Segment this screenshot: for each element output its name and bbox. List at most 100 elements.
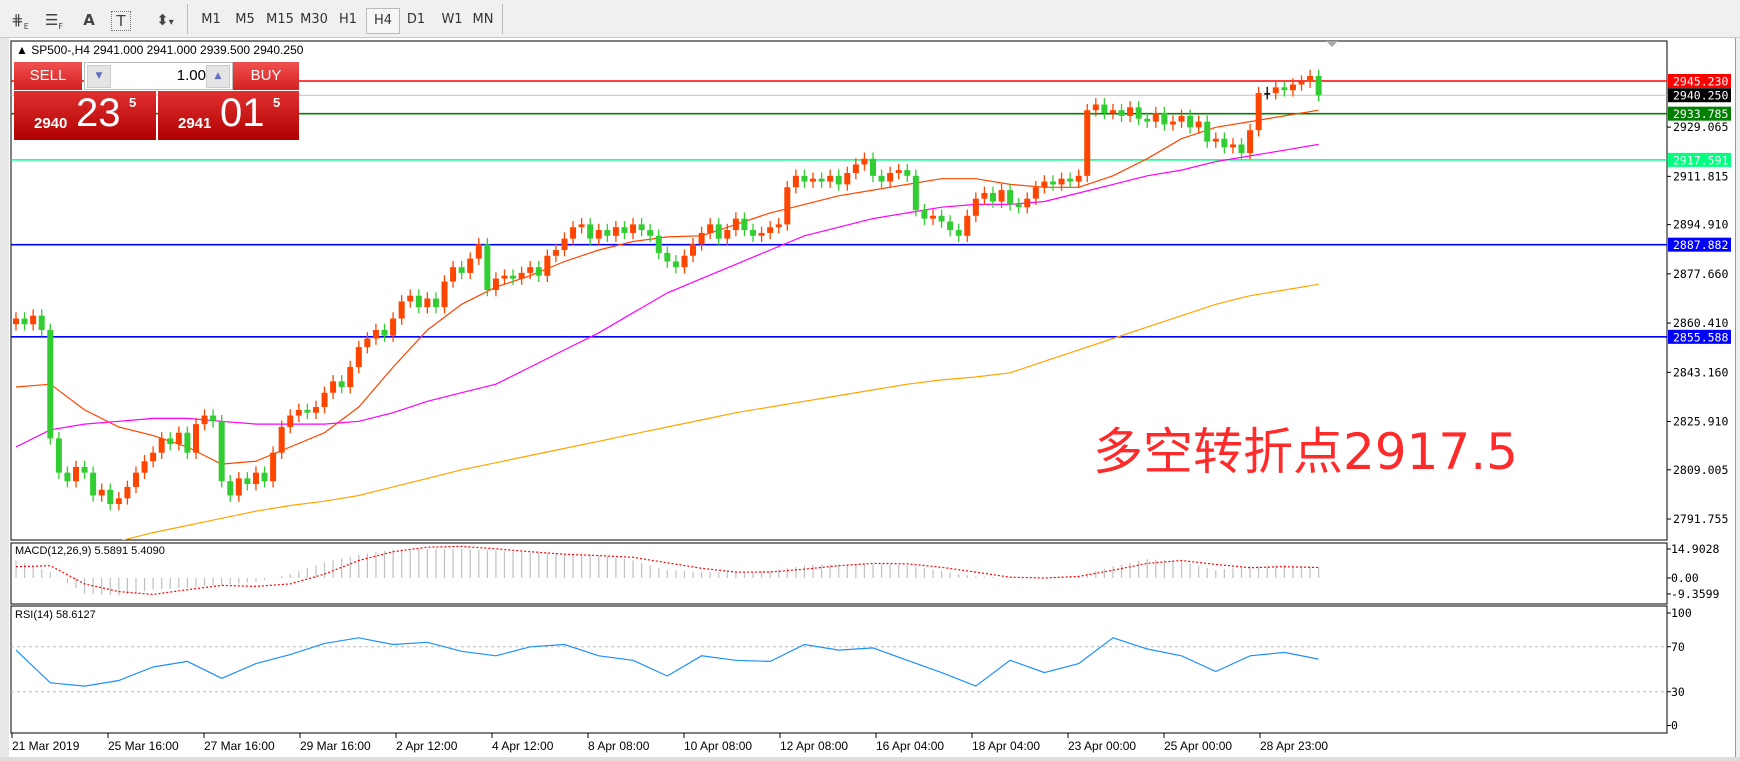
one-click-trading-panel: SELL ▼ ▲ BUY 2940 23 5 2941 01 5 bbox=[14, 62, 299, 140]
buy-price-fraction: 5 bbox=[273, 95, 281, 110]
text-icon[interactable]: A bbox=[83, 11, 95, 29]
price-axis-label: 2825.910 bbox=[1673, 415, 1728, 429]
candle-body bbox=[501, 275, 508, 279]
candle-body bbox=[1272, 87, 1279, 94]
candle-body bbox=[115, 498, 122, 505]
timeframe-m5-button[interactable]: M5 bbox=[235, 12, 255, 27]
moving-average-line bbox=[15, 143, 1319, 448]
timeframe-m1-button[interactable]: M1 bbox=[201, 12, 221, 27]
time-axis-label: 28 Apr 23:00 bbox=[1260, 739, 1328, 753]
candle-body bbox=[904, 170, 911, 176]
candle-body bbox=[1084, 110, 1091, 176]
price-level-badge bbox=[1668, 152, 1731, 167]
candle-body bbox=[972, 198, 979, 216]
time-axis-label: 16 Apr 04:00 bbox=[876, 739, 944, 753]
candle-body bbox=[852, 164, 859, 173]
buy-price-button[interactable]: 2941 01 5 bbox=[158, 91, 299, 140]
candle-body bbox=[1169, 121, 1176, 125]
candle-body bbox=[861, 158, 868, 165]
candle-body bbox=[1118, 110, 1125, 116]
candle-body bbox=[527, 267, 534, 273]
elliott-wave-icon[interactable]: ⋕E bbox=[11, 11, 29, 31]
candle-body bbox=[1092, 104, 1099, 111]
timeframe-m30-button[interactable]: M30 bbox=[300, 12, 328, 27]
candle-body bbox=[664, 252, 671, 262]
candle-body bbox=[587, 224, 594, 239]
candle-body bbox=[355, 347, 362, 368]
decrease-lot-button[interactable]: ▼ bbox=[87, 65, 111, 88]
candle-body bbox=[1161, 113, 1168, 125]
candle-body bbox=[252, 472, 259, 485]
timeframe-h1-button[interactable]: H1 bbox=[338, 12, 358, 27]
candle-body bbox=[201, 415, 208, 425]
chart-annotation-text: 多空转折点2917.5 bbox=[1093, 423, 1518, 481]
moving-average-line bbox=[15, 109, 1319, 465]
time-axis-label: 4 Apr 12:00 bbox=[492, 739, 554, 753]
candle-body bbox=[218, 421, 225, 482]
candle-body bbox=[929, 215, 936, 219]
candle-body bbox=[835, 175, 842, 185]
candle-body bbox=[707, 224, 714, 233]
sell-price-button[interactable]: 2940 23 5 bbox=[14, 91, 156, 140]
timeframe-mn-button[interactable]: MN bbox=[472, 12, 494, 27]
candle-body bbox=[13, 318, 19, 325]
candle-body bbox=[690, 244, 697, 256]
time-axis-label: 10 Apr 08:00 bbox=[684, 739, 752, 753]
timeframe-m15-button[interactable]: M15 bbox=[266, 12, 294, 27]
text-label-icon[interactable]: T bbox=[111, 11, 131, 31]
timeframe-w1-button[interactable]: W1 bbox=[441, 12, 463, 27]
candle-body bbox=[981, 192, 988, 199]
candle-body bbox=[1152, 113, 1159, 122]
price-axis-label: 2860.410 bbox=[1673, 316, 1728, 330]
candle-body bbox=[887, 172, 894, 182]
candle-body bbox=[1058, 178, 1065, 185]
candle-body bbox=[98, 489, 105, 496]
candle-body bbox=[1049, 181, 1056, 185]
macd-axis-label: -9.3599 bbox=[1671, 587, 1720, 601]
toolbar-separator bbox=[187, 4, 188, 34]
candle-body bbox=[492, 278, 499, 290]
candle-body bbox=[698, 232, 705, 245]
candle-body bbox=[510, 275, 517, 279]
price-level-label: 2855.588 bbox=[1673, 330, 1728, 344]
candle-body bbox=[1212, 138, 1219, 142]
candle-body bbox=[827, 175, 834, 182]
candle-body bbox=[261, 472, 268, 482]
candle-body bbox=[347, 367, 354, 388]
sell-button[interactable]: SELL bbox=[14, 62, 82, 90]
rsi-axis-label: 70 bbox=[1671, 640, 1685, 654]
time-axis-label: 18 Apr 04:00 bbox=[972, 739, 1040, 753]
candle-body bbox=[544, 255, 551, 276]
candle-body bbox=[672, 261, 679, 268]
candle-body bbox=[312, 407, 319, 413]
sell-price-pips: 23 bbox=[76, 91, 121, 135]
candle-body bbox=[227, 481, 234, 496]
candle-body bbox=[964, 215, 971, 236]
increase-lot-button[interactable]: ▲ bbox=[206, 65, 230, 88]
fibonacci-icon[interactable]: ☰F bbox=[44, 11, 64, 31]
candle-body bbox=[64, 472, 71, 482]
candle-body bbox=[844, 172, 851, 185]
price-axis-label: 2911.815 bbox=[1673, 169, 1728, 183]
candle-body bbox=[535, 267, 542, 276]
candle-body bbox=[715, 224, 722, 239]
timeframe-d1-button[interactable]: D1 bbox=[406, 12, 426, 27]
arrows-dropdown-icon[interactable]: ⬍▾ bbox=[156, 11, 174, 29]
timeframe-h4-button[interactable]: H4 bbox=[366, 8, 400, 34]
time-axis-label: 27 Mar 16:00 bbox=[204, 739, 275, 753]
candle-body bbox=[998, 190, 1005, 202]
candle-body bbox=[72, 466, 79, 482]
price-level-label: 2933.785 bbox=[1673, 107, 1728, 121]
candle-body bbox=[1255, 93, 1262, 131]
candle-body bbox=[792, 175, 799, 188]
lot-size-input[interactable] bbox=[111, 66, 208, 85]
candle-body bbox=[912, 175, 919, 211]
candle-body bbox=[1024, 198, 1031, 208]
candle-body bbox=[1075, 175, 1082, 182]
candle-body bbox=[938, 215, 945, 222]
buy-price-prefix: 2941 bbox=[178, 115, 212, 132]
buy-button[interactable]: BUY bbox=[233, 62, 299, 90]
chart-tabs-bar bbox=[0, 757, 1740, 761]
candle-body bbox=[475, 244, 482, 259]
